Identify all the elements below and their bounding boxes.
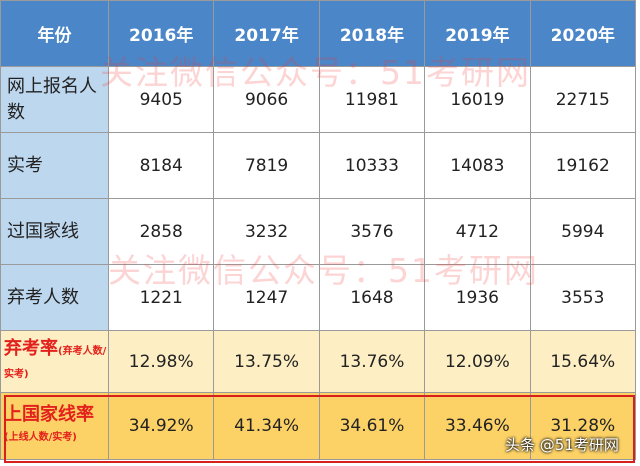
cell: 1648 [318,264,426,331]
row-label: 网上报名人数 [0,66,109,133]
header-cell: 2016年 [107,0,215,67]
header-cell: 2020年 [529,0,637,67]
cell: 41.34% [213,392,320,460]
cell: 16019 [424,66,531,133]
cell: 9405 [107,66,215,133]
header-cell: 年份 [0,0,109,67]
table-row: 网上报名人数 9405 9066 11981 16019 22715 [0,66,637,133]
table-row: 弃考人数 1221 1247 1648 1936 3553 [0,264,637,331]
cell: 2858 [107,198,215,265]
row-label: 上国家线率 (上线人数/实考) [0,392,109,460]
cell: 3232 [213,198,320,265]
cell: 3553 [529,264,637,331]
table-row: 弃考率(弃考人数/实考) 12.98% 13.75% 13.76% 12.09% 15.6… [0,330,637,393]
cell: 1247 [213,264,320,331]
cell: 12.09% [424,330,531,393]
cell: 9066 [213,66,320,133]
header-cell: 2017年 [213,0,320,67]
row-label-text: 上国家线率 [4,403,94,425]
row-label: 弃考率(弃考人数/实考) [0,330,109,393]
row-label-text: 弃考率 [4,337,58,359]
header-cell: 2019年 [424,0,531,67]
table-row: 实考 8184 7819 10333 14083 19162 [0,132,637,199]
table-row: 过国家线 2858 3232 3576 4712 5994 [0,198,637,265]
cell: 13.75% [213,330,320,393]
row-label: 过国家线 [0,198,109,265]
cell: 33.46% [424,392,531,460]
credit: 头条 @51考研网 [505,436,619,454]
cell: 1936 [424,264,531,331]
cell: 10333 [318,132,426,199]
cell: 11981 [318,66,426,133]
table-row: 上国家线率 (上线人数/实考) 34.92% 41.34% 34.61% 33.46% 31… [0,392,637,460]
cell: 4712 [424,198,531,265]
row-label-note: (弃考人数/实考) [4,345,107,380]
row-label-note: (上线人数/实考) [4,431,77,443]
header-row: 年份 2016年 2017年 2018年 2019年 2020年 [0,0,637,67]
cell: 14083 [424,132,531,199]
row-label: 弃考人数 [0,264,109,331]
row-label-text: 过国家线 [7,220,79,242]
cell: 3576 [318,198,426,265]
header-cell: 2018年 [318,0,426,67]
cell: 34.92% [107,392,215,460]
row-label: 实考 [0,132,109,199]
cell: 8184 [107,132,215,199]
cell: 34.61% [318,392,426,460]
row-label-text: 网上报名人数 [7,75,97,123]
cell: 19162 [529,132,637,199]
cell: 1221 [107,264,215,331]
cell: 7819 [213,132,320,199]
cell: 22715 [529,66,637,133]
cell: 5994 [529,198,637,265]
cell: 31.28% [529,392,637,460]
row-label-text: 弃考人数 [7,286,79,308]
cell: 15.64% [529,330,637,393]
row-label-text: 实考 [7,154,43,176]
cell: 12.98% [107,330,215,393]
cell: 13.76% [318,330,426,393]
